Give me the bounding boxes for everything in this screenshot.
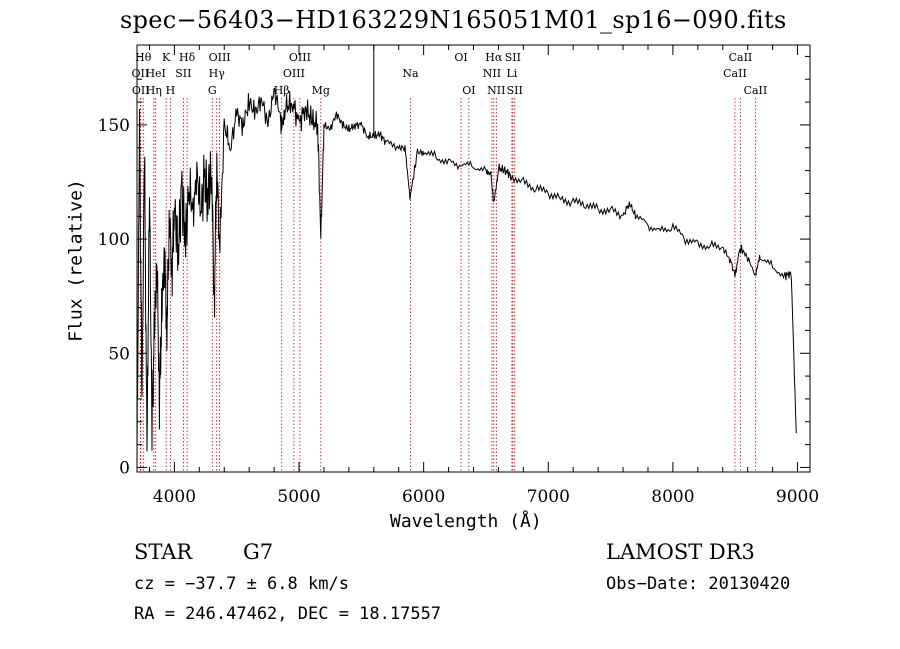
chart-title: spec−56403−HD163229N165051M01_sp16−090.f… bbox=[120, 6, 787, 34]
x-tick-label-5: 9000 bbox=[776, 487, 819, 507]
line-label-6: H bbox=[166, 84, 176, 97]
line-label-2: Hθ bbox=[135, 51, 152, 64]
line-label-24: SII bbox=[507, 84, 523, 97]
line-label-27: CaII bbox=[744, 84, 768, 97]
spectrum-series bbox=[136, 87, 797, 470]
line-label-9: G bbox=[208, 84, 217, 97]
x-tick-label-0: 4000 bbox=[153, 487, 196, 507]
x-tick-label-2: 6000 bbox=[402, 487, 445, 507]
x-axis-label: Wavelength (Å) bbox=[390, 511, 542, 532]
line-label-12: Hβ bbox=[274, 84, 290, 97]
line-label-7: SII bbox=[175, 67, 191, 80]
x-tick-label-1: 5000 bbox=[277, 487, 320, 507]
y-tick-label-3: 150 bbox=[98, 116, 130, 136]
x-tick-label-4: 8000 bbox=[651, 487, 694, 507]
ra-dec: RA = 246.47462, DEC = 18.17557 bbox=[134, 604, 442, 624]
line-label-4: HeI bbox=[145, 67, 165, 80]
line-label-5: K bbox=[162, 51, 171, 64]
line-label-18: OI bbox=[462, 84, 475, 97]
line-label-26: CaII bbox=[729, 51, 753, 64]
y-axis-label: Flux (relative) bbox=[65, 179, 87, 342]
survey-name: LAMOST DR3 bbox=[606, 540, 755, 564]
obs-date: Obs−Date: 20130420 bbox=[606, 574, 791, 594]
line-label-17: OI bbox=[454, 51, 467, 64]
line-label-8: Hδ bbox=[179, 51, 196, 64]
line-label-25: CaII bbox=[723, 67, 747, 80]
line-label-11: OIII bbox=[209, 51, 231, 64]
line-label-10: Hγ bbox=[209, 67, 226, 80]
y-tick-label-0: 0 bbox=[119, 458, 130, 478]
line-label-22: Li bbox=[506, 67, 517, 80]
line-label-16: Na bbox=[402, 67, 419, 80]
line-label-14: OIII bbox=[289, 51, 311, 64]
line-label-13: OIII bbox=[283, 67, 305, 80]
object-class: STAR bbox=[134, 540, 193, 564]
line-label-20: Hα bbox=[485, 51, 503, 64]
line-label-0: OII bbox=[132, 67, 150, 80]
object-subclass: G7 bbox=[243, 540, 274, 564]
line-label-15: Mg bbox=[312, 84, 330, 97]
line-label-19: NII bbox=[483, 67, 501, 80]
redshift-cz: cz = −37.7 ± 6.8 km/s bbox=[134, 574, 349, 594]
line-label-23: SII bbox=[505, 51, 521, 64]
y-tick-label-2: 100 bbox=[98, 230, 130, 250]
x-tick-label-3: 7000 bbox=[527, 487, 570, 507]
line-label-21: NII bbox=[487, 84, 505, 97]
line-label-3: Hη bbox=[146, 84, 162, 97]
y-tick-label-1: 50 bbox=[108, 344, 130, 364]
line-label-1: OII bbox=[132, 84, 150, 97]
